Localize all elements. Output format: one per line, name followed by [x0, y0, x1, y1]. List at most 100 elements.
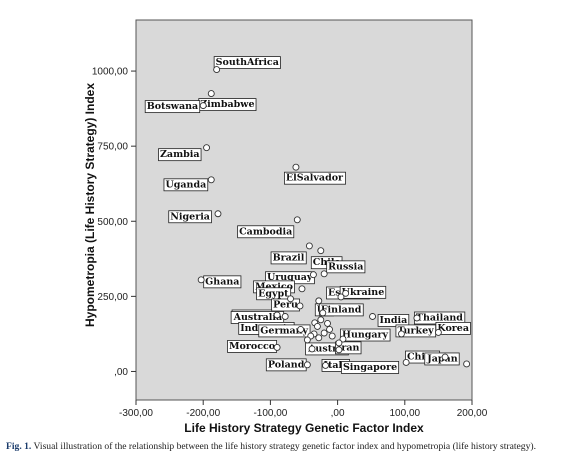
- point-label-nigeria: Nigeria: [168, 210, 212, 224]
- point-label-text: Hungary: [342, 330, 389, 341]
- data-point: [297, 325, 305, 333]
- point-label-egypt: Egypt: [256, 287, 292, 301]
- point-label-box: [341, 361, 400, 374]
- data-point: [214, 210, 222, 218]
- point-label-text: Korea: [437, 323, 469, 334]
- x-axis-label: Life History Strategy Genetic Factor Ind…: [184, 421, 424, 435]
- point-label-brazil: Brazil: [270, 251, 307, 265]
- point-label-box: [270, 251, 307, 265]
- data-point: [369, 313, 376, 320]
- point-label-text: Zambia: [160, 149, 200, 160]
- data-points: [197, 66, 471, 369]
- x-tick-label: 200,00: [457, 408, 488, 419]
- data-point: [317, 247, 325, 255]
- point-label-ukraine: Ukraine: [339, 285, 387, 299]
- point-label-text: Ghana: [205, 276, 239, 287]
- point-label-text: Austria: [307, 343, 347, 354]
- point-label-text: Japan: [426, 353, 457, 364]
- data-point: [317, 316, 325, 324]
- point-label-zimbabwe: Zimbabwe: [198, 98, 257, 111]
- data-point: [320, 329, 328, 337]
- figure-caption: Fig. 1. Visual illustration of the relat…: [6, 441, 576, 452]
- point-label-korea: Korea: [435, 322, 471, 335]
- point-label-box: [424, 352, 460, 366]
- data-point: [335, 339, 343, 347]
- data-point: [298, 285, 306, 293]
- point-label-text: Iran: [337, 342, 360, 353]
- point-label-text: Brazil: [273, 252, 305, 263]
- data-point: [293, 216, 301, 224]
- point-label-text: Ukraine: [342, 287, 385, 298]
- point-label-text: Russia: [328, 261, 363, 272]
- point-label-zambia: Zambia: [158, 148, 202, 162]
- y-tick-label: ,00: [114, 367, 128, 378]
- data-point: [434, 328, 442, 336]
- point-label-text: Australia: [233, 312, 283, 323]
- point-label-text: Mexico: [255, 281, 293, 292]
- point-label-cambodia: Cambodia: [237, 225, 295, 239]
- y-tick-label: 500,00: [97, 217, 128, 228]
- point-label-elsalvador: ElSalvador: [284, 171, 346, 185]
- point-label-box: [318, 303, 364, 317]
- data-point: [287, 295, 295, 303]
- y-tick-label: 750,00: [97, 142, 128, 153]
- data-point: [342, 289, 350, 297]
- data-point: [315, 297, 323, 305]
- point-label-hungary: Hungary: [340, 328, 391, 342]
- data-point: [339, 335, 347, 343]
- point-label-text: Italy: [324, 360, 349, 371]
- data-point: [441, 353, 449, 361]
- x-tick-label: -300,00: [119, 408, 153, 419]
- axes: -300,00 -200,00 -100,00 ,00 100,00 200,00 ,00 2…: [92, 67, 488, 419]
- caption-figure-number: Fig. 1.: [6, 441, 32, 452]
- data-point: [328, 332, 336, 340]
- x-tick-label: ,00: [331, 408, 345, 419]
- data-point: [313, 322, 321, 330]
- data-point: [199, 102, 207, 110]
- point-label-peru: Peru: [271, 298, 300, 312]
- data-point: [320, 270, 328, 278]
- point-label-text: Germany: [260, 325, 308, 336]
- point-label-text: Thailand: [416, 312, 463, 323]
- point-label-botswana: Botswana: [144, 100, 201, 114]
- data-point: [315, 334, 323, 342]
- point-label-box: [435, 322, 471, 335]
- point-label-box: [213, 56, 281, 69]
- data-point: [326, 325, 333, 333]
- point-label-singapore: Singapore: [341, 361, 400, 374]
- point-label-box: [377, 314, 410, 327]
- point-label-box: [144, 100, 201, 114]
- point-label-text: Poland: [268, 359, 305, 370]
- point-label-box: [258, 324, 311, 338]
- data-point: [292, 163, 300, 171]
- point-label-text: Egypt: [258, 288, 289, 299]
- data-point: [281, 313, 289, 320]
- data-point: [207, 176, 215, 184]
- data-point: [335, 346, 343, 354]
- point-label-finland: Finland: [318, 303, 364, 317]
- data-point: [463, 360, 471, 368]
- point-label-poland: Poland: [265, 358, 307, 372]
- point-label-germany: Germany: [258, 324, 311, 338]
- point-label-text: Finland: [321, 304, 362, 315]
- point-label-text: Turkey: [397, 325, 434, 336]
- point-label-japan: Japan: [424, 352, 460, 366]
- data-point: [203, 144, 211, 152]
- point-label-box: [237, 225, 295, 239]
- data-point: [213, 66, 221, 74]
- x-tick-label: -100,00: [253, 408, 287, 419]
- point-label-box: [158, 148, 202, 162]
- data-point: [305, 242, 313, 250]
- data-point: [296, 302, 304, 310]
- point-label-morocco: Morocco: [227, 340, 278, 353]
- data-point: [402, 359, 410, 366]
- data-point: [273, 343, 281, 351]
- point-label-text: SouthAfrica: [216, 57, 279, 68]
- data-point: [273, 311, 281, 319]
- point-label-box: [163, 178, 209, 192]
- data-point: [324, 319, 331, 327]
- point-label-box: [284, 171, 346, 185]
- data-point: [309, 271, 317, 279]
- plot-area: [135, 19, 473, 401]
